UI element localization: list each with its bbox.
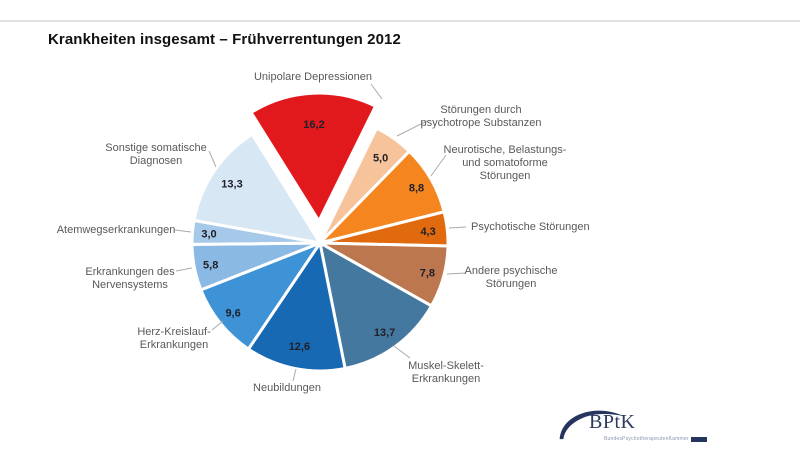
slice-value-1: 5,0 bbox=[373, 152, 388, 164]
chart-title: Krankheiten insgesamt – Frühverrentungen… bbox=[48, 31, 401, 48]
slice-value-7: 9,6 bbox=[225, 308, 240, 320]
leader-line-1 bbox=[396, 120, 428, 137]
logo-subtitle-row: BundesPsychotherapeutenKammer bbox=[604, 436, 707, 442]
leader-line-4 bbox=[446, 272, 467, 275]
logo-block bbox=[690, 436, 707, 442]
leader-line-10 bbox=[208, 150, 217, 168]
slice-value-5: 13,7 bbox=[374, 327, 395, 339]
leader-line-0 bbox=[370, 83, 383, 100]
leader-line-6 bbox=[292, 368, 297, 382]
leader-line-7 bbox=[211, 320, 224, 331]
slice-value-8: 5,8 bbox=[203, 259, 218, 271]
slice-value-6: 12,6 bbox=[289, 341, 310, 353]
slice-value-10: 13,3 bbox=[221, 179, 242, 191]
leader-line-9 bbox=[174, 229, 192, 233]
pie-slice-0[interactable] bbox=[249, 91, 377, 223]
top-divider bbox=[0, 20, 800, 22]
logo-text: BPtK bbox=[589, 411, 636, 433]
leader-line-3 bbox=[448, 226, 467, 229]
slice-value-9: 3,0 bbox=[201, 229, 216, 241]
logo-subtitle: BundesPsychotherapeutenKammer bbox=[604, 436, 689, 442]
slice-value-3: 4,3 bbox=[420, 226, 435, 238]
leader-line-8 bbox=[175, 267, 193, 272]
slice-value-0: 16,2 bbox=[303, 119, 324, 131]
leader-line-5 bbox=[393, 345, 411, 359]
slice-value-2: 8,8 bbox=[409, 182, 424, 194]
logo-swoosh-icon bbox=[559, 410, 625, 440]
bptk-logo: BPtK BundesPsychotherapeutenKammer bbox=[552, 404, 712, 446]
pie-slice-10[interactable] bbox=[192, 132, 322, 245]
pie-slice-6[interactable] bbox=[246, 241, 347, 373]
leader-line-2 bbox=[430, 154, 447, 177]
slice-value-4: 7,8 bbox=[420, 268, 435, 280]
